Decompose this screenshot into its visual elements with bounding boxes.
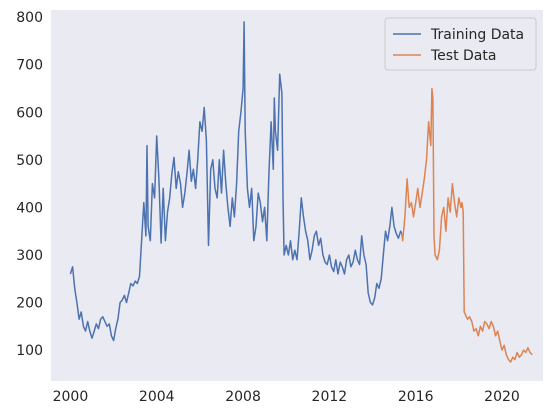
- series-line-training-data: [69, 21, 403, 342]
- x-tick-label: 2000: [53, 389, 89, 405]
- y-tick-label: 700: [16, 58, 43, 74]
- x-tick-label: 2012: [312, 389, 348, 405]
- y-tick-label: 300: [16, 248, 43, 264]
- y-tick-label: 800: [16, 10, 43, 26]
- y-tick-label: 600: [16, 105, 43, 121]
- x-tick-label: 2016: [398, 389, 434, 405]
- x-tick-label: 2020: [484, 389, 520, 405]
- y-tick-label: 200: [16, 296, 43, 312]
- y-tick-label: 100: [16, 343, 43, 359]
- legend-label: Training Data: [430, 27, 524, 43]
- series-layer: [69, 21, 533, 363]
- x-tick-label: 2004: [139, 389, 175, 405]
- legend-box: [384, 17, 537, 71]
- y-tick-label: 400: [16, 200, 43, 216]
- y-axis: 100 200 300 400 500 600 700 800: [16, 10, 43, 359]
- x-axis: 2000 2004 2008 2012 2016 2020: [53, 389, 520, 405]
- plot-area: [51, 10, 543, 381]
- x-tick-label: 2008: [225, 389, 261, 405]
- series-line-test-data: [400, 87, 533, 363]
- y-tick-label: 500: [16, 153, 43, 169]
- legend: Training Data Test Data: [384, 17, 537, 71]
- legend-label: Test Data: [430, 48, 496, 64]
